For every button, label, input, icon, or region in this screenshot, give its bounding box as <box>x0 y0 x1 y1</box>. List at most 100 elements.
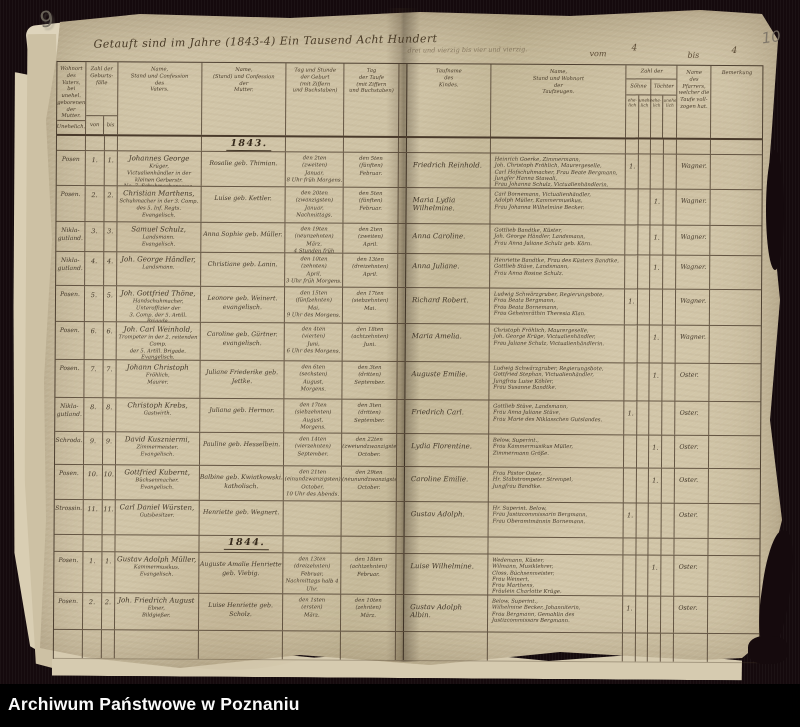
page-number-left: 9 <box>38 7 55 34</box>
cell-geburt: den 2ten (zweiten) Januar, 8 Uhr früh Mo… <box>286 152 345 187</box>
cell-nr: 2. <box>82 593 103 630</box>
cell-zeugen: Wedemann, Küster, Wilmann, Musiklehrer, … <box>487 554 624 596</box>
col-header-taufname: Taufname des Kindes. <box>407 64 492 137</box>
cell-zeugen: Carl Bornemann, Victualienhändler, Adolp… <box>490 188 627 225</box>
cell-bem <box>708 597 759 633</box>
cell-bem <box>711 190 762 225</box>
cell-bem <box>710 326 761 363</box>
cell-tu <box>661 503 676 538</box>
nummer-von-label: von <box>85 116 105 135</box>
cell-nr: 8. <box>84 398 104 432</box>
cell-pfarrer: Wagner. <box>676 255 711 289</box>
cell-mutter: Auguste Amalie Henriette geb. Viebig. <box>198 552 284 594</box>
cell-geburt <box>286 137 345 152</box>
cell-taufe: den 18ten (achtzehnten) Februar. <box>341 553 397 594</box>
cell-nr: 2. <box>101 593 116 630</box>
cell-wohnort: Strossin. <box>54 499 84 535</box>
cell-gutter <box>397 433 406 467</box>
cell-te <box>648 503 663 538</box>
cell-nr <box>102 535 116 552</box>
baptism-register-table: Wohnort des Vaters, bei unehel. geborene… <box>52 60 764 664</box>
cell-geburt: den 19ten (neunzehnten) März, 4 Stunden … <box>285 223 344 253</box>
cell-nr: 5. <box>84 286 104 322</box>
cell-su <box>638 255 651 289</box>
cell-te: 1. <box>649 325 664 363</box>
cell-se <box>624 363 638 401</box>
cell-bem <box>709 539 760 555</box>
cell-empty <box>101 630 115 659</box>
cell-geburt: den 15ten (fünfzehnten) Mai, 9 Uhr des M… <box>285 287 344 323</box>
cell-taufname <box>406 138 491 153</box>
cell-pfarrer <box>674 538 709 555</box>
cell-nr: 11. <box>83 500 103 535</box>
cell-zeugen: Hr. Superint. Below, Frau Justizcommissa… <box>488 502 625 538</box>
col-header-taufzeugen: Name, Stand und Wohnort der Taufzeugen. <box>490 64 627 138</box>
page-fold-seam <box>386 8 420 662</box>
cell-bem <box>709 436 760 468</box>
cell-nr: 2. <box>85 186 105 222</box>
cell-taufe: den 29ten (neunundzwanzigsten) October. <box>341 466 398 501</box>
archive-watermark-bar: Archiwum Państwowe w Poznaniu <box>0 684 800 727</box>
cell-se <box>625 225 639 255</box>
table-row: Posen. 6. 6. Joh. Carl Weinhold, Trompeter … <box>55 321 761 365</box>
cell-vater: Johannes George Krüger, Victualienhändle… <box>117 151 202 186</box>
cell-pfarrer: Oster. <box>675 363 710 401</box>
cell-tu <box>663 289 677 325</box>
cell-se <box>625 189 640 225</box>
cell-wohnort: Schroda. <box>54 431 85 465</box>
cell-vater: Johann Christoph Fröhlich, Maurer. <box>116 360 201 398</box>
cell-wohnort: Posen. <box>55 321 85 360</box>
cell-bem <box>709 469 760 503</box>
cell-se: 1. <box>624 401 638 435</box>
year-label: 1844. <box>223 536 270 551</box>
cell-tu <box>661 555 675 596</box>
torn-edge-notch <box>766 150 784 270</box>
cell-nr: 6. <box>84 322 104 360</box>
cell-gutter <box>397 361 406 400</box>
cell-bem <box>710 256 761 289</box>
cell-zeugen: Gottlieb Stüve, Landsmann, Frau Anna Jul… <box>488 400 625 435</box>
cell-se <box>623 555 637 596</box>
cell-vater: Christian Marthens, Schuhmacher in der 3… <box>117 186 202 222</box>
cell-vater: Gottfried Kubernt, Büchsenmacher. Evange… <box>115 465 200 500</box>
cell-wohnort: Posen. <box>53 592 84 630</box>
cell-nr: 3. <box>104 222 118 252</box>
cell-geburt: den 1sten (ersten) März. <box>283 594 342 631</box>
cell-zeugen: Below, Superint., Wilhelmine Becker, Joh… <box>487 595 624 633</box>
cell-nr: 10. <box>102 465 116 500</box>
cell-gutter <box>396 594 405 632</box>
cell-taufe: den 13ten (dreizehnten) April. <box>343 253 399 287</box>
cell-vater: Christoph Krebs, Gastwirth. <box>116 398 201 432</box>
cell-se <box>624 468 638 503</box>
cell-mutter: Juliane Friederike geb. Jettke. <box>200 360 285 399</box>
cell-geburt <box>283 501 342 536</box>
cell-taufname: Maria Lydia Wilhelmine. <box>406 188 491 224</box>
cell-su <box>637 325 651 363</box>
table-row: Posen. 2. 2. Christian Marthens, Schuhmache… <box>56 185 762 227</box>
vom-value: 4 <box>631 43 638 54</box>
cell-pfarrer: Oster. <box>674 503 709 538</box>
cell-te <box>651 154 665 189</box>
cell-nr: 1. <box>104 151 118 186</box>
cell-bem <box>711 155 762 189</box>
cell-taufname: Caroline Emilie. <box>404 467 489 502</box>
col-header-zahl: Zahl der Söhne Töchter ehe- lich unehe- … <box>626 65 678 138</box>
cell-mutter: Luise geb. Kettler. <box>201 186 287 223</box>
cell-tu <box>663 225 677 255</box>
cell-empty <box>487 632 624 662</box>
cell-zeugen: Below, Superint., Frau Kammermusikus Mül… <box>488 434 625 468</box>
col-header-pfarrer: Name des Pfarrers, welcher die Taufe vol… <box>677 65 712 138</box>
cell-te <box>648 596 662 633</box>
cell-pfarrer: Wagner. <box>676 289 711 325</box>
cell-tu <box>661 538 675 555</box>
cell-gutter <box>396 501 405 537</box>
cell-nr: 9. <box>83 432 104 465</box>
cell-su <box>638 225 651 255</box>
cell-su <box>636 503 650 538</box>
cell-mutter: Henriette geb. Wegnert. <box>199 500 285 536</box>
cell-gutter <box>396 536 405 554</box>
cell-taufe: den 10ten (zehnten) März. <box>341 594 397 631</box>
cell-mutter: Juliana geb. Hermor. <box>199 398 285 433</box>
cell-gutter <box>397 323 406 362</box>
cell-wohnort: Posen. <box>55 285 86 322</box>
